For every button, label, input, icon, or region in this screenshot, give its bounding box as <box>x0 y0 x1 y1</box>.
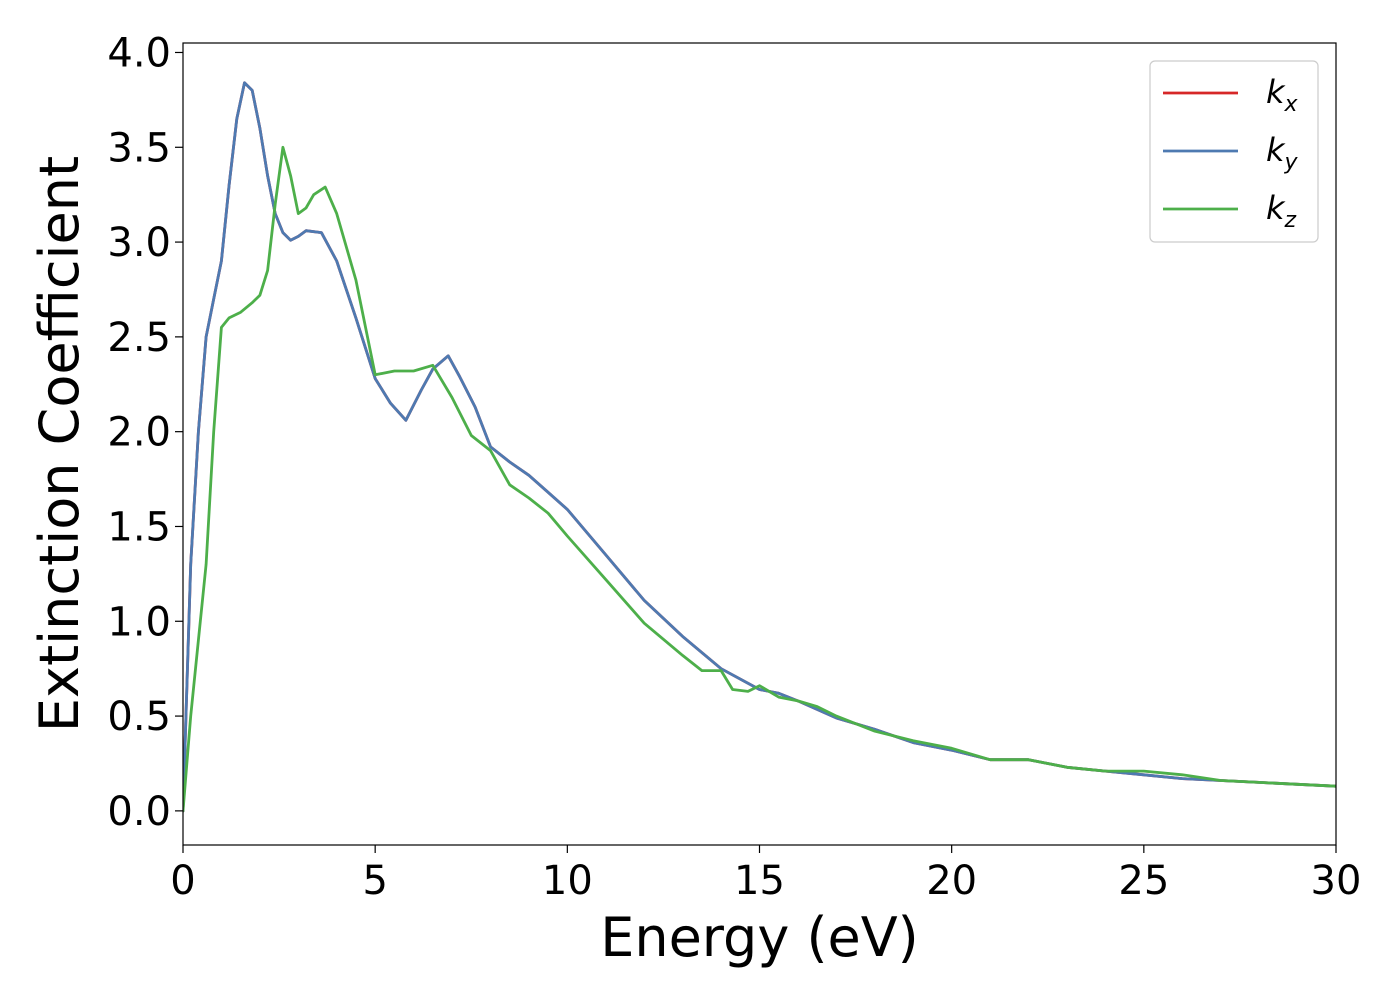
x-tick-label: 10 <box>542 858 593 904</box>
legend-label-kx: kx <box>1266 73 1299 117</box>
x-tick-label: 20 <box>926 858 977 904</box>
plot-lines <box>183 81 1336 813</box>
x-tick-label: 0 <box>170 858 195 904</box>
legend-label-ky: ky <box>1266 131 1299 175</box>
x-tick-label: 15 <box>734 858 785 904</box>
legend-label-subscript: z <box>1284 208 1297 233</box>
y-tick-label: 4.0 <box>107 30 171 76</box>
legend-label-subscript: x <box>1284 92 1299 117</box>
y-axis-label: Extinction Coefficient <box>28 156 91 732</box>
legend-label-kz: kz <box>1266 189 1297 233</box>
x-tick-label: 25 <box>1118 858 1169 904</box>
series-line-kz <box>183 145 1336 813</box>
y-tick-label: 1.0 <box>107 599 171 645</box>
y-tick-label: 2.0 <box>107 410 171 456</box>
y-tick-label: 3.0 <box>107 220 171 266</box>
y-tick-label: 1.5 <box>107 504 171 550</box>
legend-label-main: k <box>1266 73 1286 111</box>
legend-label-main: k <box>1266 189 1286 227</box>
plot-frame <box>182 42 1337 846</box>
legend-label-subscript: y <box>1284 150 1299 175</box>
y-tick-label: 0.5 <box>107 694 171 740</box>
y-tick-label: 0.0 <box>107 789 171 835</box>
axis-ticks: 0 5 10 15 20 25 30 0.0 0.5 1.0 1.5 2.0 2.5 3.0 3.5 4.0 <box>107 30 1361 904</box>
y-tick-label: 2.5 <box>107 315 171 361</box>
x-axis-label: Energy (eV) <box>600 906 919 969</box>
x-tick-label: 5 <box>362 858 387 904</box>
x-tick-label: 30 <box>1311 858 1362 904</box>
y-tick-label: 3.5 <box>107 125 171 171</box>
legend-label-main: k <box>1266 131 1286 169</box>
